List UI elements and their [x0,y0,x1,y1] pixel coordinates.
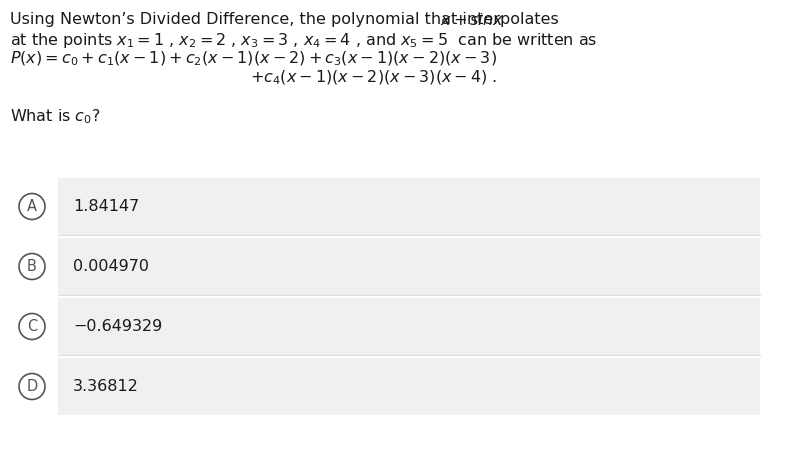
Text: 3.36812: 3.36812 [73,379,139,394]
Text: C: C [27,319,37,334]
FancyBboxPatch shape [58,298,760,355]
Circle shape [19,313,45,339]
Text: Using Newton’s Divided Difference, the polynomial that interpolates: Using Newton’s Divided Difference, the p… [10,12,569,27]
Circle shape [19,254,45,280]
Text: $+c_4(x - 1)(x - 2)(x - 3)(x - 4)$ .: $+c_4(x - 1)(x - 2)(x - 3)(x - 4)$ . [250,69,498,87]
Text: at the points $x_1 = 1$ , $x_2 = 2$ , $x_3 = 3$ , $x_4 = 4$ , and $x_5 = 5$  can: at the points $x_1 = 1$ , $x_2 = 2$ , $x… [10,31,597,50]
Text: 1.84147: 1.84147 [73,199,139,214]
Text: $P(x) = c_0 + c_1(x - 1) + c_2(x - 1)(x - 2) + c_3(x - 1)(x - 2)(x - 3)$: $P(x) = c_0 + c_1(x - 1) + c_2(x - 1)(x … [10,50,497,68]
Circle shape [19,193,45,219]
Text: What is $c_0$?: What is $c_0$? [10,107,101,126]
Text: 0.004970: 0.004970 [73,259,149,274]
FancyBboxPatch shape [58,238,760,295]
Text: $x + \mathit{sinx}$: $x + \mathit{sinx}$ [440,12,504,28]
FancyBboxPatch shape [58,178,760,235]
Text: −0.649329: −0.649329 [73,319,162,334]
FancyBboxPatch shape [58,358,760,415]
Circle shape [19,374,45,400]
Text: A: A [27,199,37,214]
Text: B: B [27,259,37,274]
Text: D: D [26,379,37,394]
